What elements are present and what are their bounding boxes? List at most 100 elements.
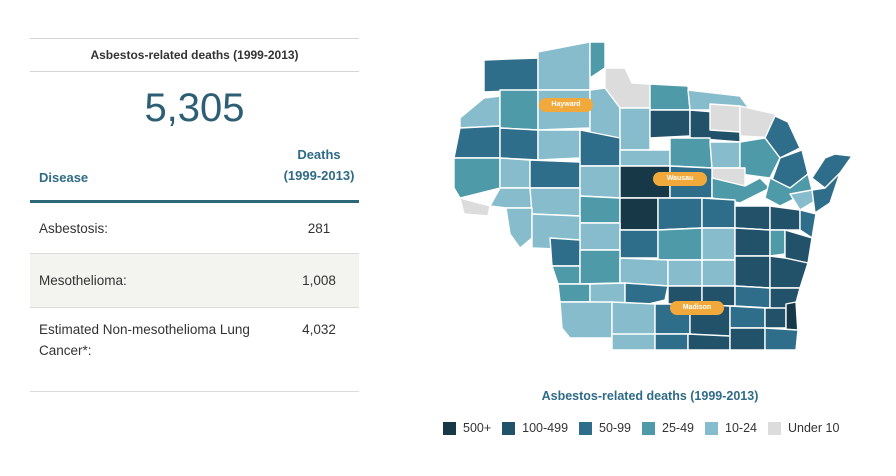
county bbox=[799, 209, 817, 239]
county bbox=[579, 195, 621, 224]
legend-item: 10-24 bbox=[705, 421, 757, 435]
table-row: Asbestosis: 281 bbox=[30, 201, 359, 254]
county bbox=[453, 157, 501, 199]
county bbox=[579, 165, 621, 199]
county bbox=[589, 41, 606, 79]
county bbox=[611, 333, 656, 351]
county bbox=[499, 157, 531, 189]
legend-label: 500+ bbox=[463, 421, 492, 435]
county bbox=[709, 141, 741, 169]
table-header-row: Disease Deaths (1999-2013) bbox=[30, 144, 359, 202]
county bbox=[537, 41, 591, 91]
map-title: Asbestos-related deaths (1999-2013) bbox=[541, 389, 759, 403]
legend-item: 100-499 bbox=[502, 421, 568, 435]
county bbox=[619, 107, 651, 151]
county bbox=[701, 197, 736, 229]
legend-swatch bbox=[767, 421, 781, 435]
county bbox=[619, 257, 669, 287]
county bbox=[624, 282, 669, 307]
county bbox=[764, 307, 787, 329]
county bbox=[529, 159, 581, 189]
county bbox=[729, 305, 766, 329]
county bbox=[769, 229, 786, 257]
county bbox=[557, 283, 591, 303]
county bbox=[459, 197, 491, 217]
legend-item: 25-49 bbox=[642, 421, 694, 435]
death-count: 1,008 bbox=[279, 253, 359, 308]
legend-item: 50-99 bbox=[579, 421, 631, 435]
city-label: Wausau bbox=[653, 172, 707, 186]
county bbox=[549, 237, 581, 267]
county bbox=[734, 205, 771, 231]
county bbox=[734, 285, 771, 309]
table-row: Estimated Non-mesothelioma Lung Cancer*:… bbox=[30, 307, 359, 392]
county bbox=[657, 197, 703, 231]
county bbox=[657, 227, 703, 261]
county bbox=[729, 327, 766, 351]
county bbox=[649, 83, 691, 111]
death-count: 4,032 bbox=[279, 307, 359, 392]
legend-item: Under 10 bbox=[767, 421, 840, 435]
disease-name: Estimated Non-mesothelioma Lung Cancer*: bbox=[30, 307, 279, 392]
county-map: Hayward Wausau Madison bbox=[440, 38, 860, 363]
county bbox=[499, 127, 539, 161]
county bbox=[769, 205, 801, 231]
county bbox=[649, 109, 691, 139]
county bbox=[579, 249, 621, 285]
city-label: Hayward bbox=[539, 98, 593, 112]
county bbox=[701, 259, 736, 287]
county bbox=[619, 197, 659, 231]
legend-label: Under 10 bbox=[787, 421, 840, 435]
county bbox=[483, 57, 539, 93]
stats-panel: Asbestos-related deaths (1999-2013) 5,30… bbox=[30, 38, 359, 392]
county bbox=[489, 187, 533, 209]
county bbox=[667, 259, 703, 287]
death-count: 281 bbox=[279, 201, 359, 254]
county bbox=[611, 301, 656, 339]
county bbox=[589, 282, 626, 304]
header-deaths: Deaths (1999-2013) bbox=[283, 147, 355, 183]
legend-label: 10-24 bbox=[725, 421, 757, 435]
deaths-table: Disease Deaths (1999-2013) Asbestosis: 2… bbox=[30, 144, 359, 392]
legend-label: 50-99 bbox=[599, 421, 632, 435]
county bbox=[619, 229, 659, 259]
county bbox=[734, 255, 771, 289]
legend-swatch bbox=[579, 421, 593, 435]
county bbox=[505, 207, 533, 249]
county bbox=[551, 265, 581, 285]
county bbox=[811, 172, 841, 214]
county bbox=[734, 227, 771, 257]
wisconsin-map-svg bbox=[453, 41, 853, 351]
county bbox=[499, 89, 539, 131]
county bbox=[709, 103, 741, 133]
disease-name: Mesothelioma: bbox=[30, 253, 279, 308]
county bbox=[529, 187, 581, 217]
county bbox=[764, 115, 801, 159]
county bbox=[453, 125, 501, 159]
total-deaths: 5,305 bbox=[144, 86, 245, 130]
county bbox=[619, 149, 671, 167]
header-disease: Disease bbox=[39, 170, 89, 185]
stats-title: Asbestos-related deaths (1999-2013) bbox=[30, 38, 359, 72]
county bbox=[769, 255, 809, 289]
county bbox=[687, 333, 731, 351]
legend-label: 25-49 bbox=[662, 421, 694, 435]
county bbox=[537, 129, 581, 161]
legend-swatch bbox=[642, 421, 656, 435]
legend-item: 500+ bbox=[443, 421, 491, 435]
county bbox=[669, 137, 713, 169]
map-legend: 500+ 100-499 50-99 25-49 10-24 Under 10 bbox=[443, 420, 850, 436]
table-row: Mesothelioma: 1,008 bbox=[30, 253, 359, 308]
legend-swatch bbox=[502, 421, 516, 435]
county bbox=[459, 95, 501, 129]
county bbox=[764, 327, 799, 351]
county bbox=[559, 301, 613, 339]
city-label: Madison bbox=[670, 301, 724, 315]
legend-label: 100-499 bbox=[522, 421, 569, 435]
county bbox=[701, 227, 736, 261]
county bbox=[654, 333, 689, 351]
legend-swatch bbox=[443, 421, 456, 435]
disease-name: Asbestosis: bbox=[30, 201, 279, 254]
county bbox=[579, 222, 621, 251]
legend-swatch bbox=[705, 421, 718, 435]
